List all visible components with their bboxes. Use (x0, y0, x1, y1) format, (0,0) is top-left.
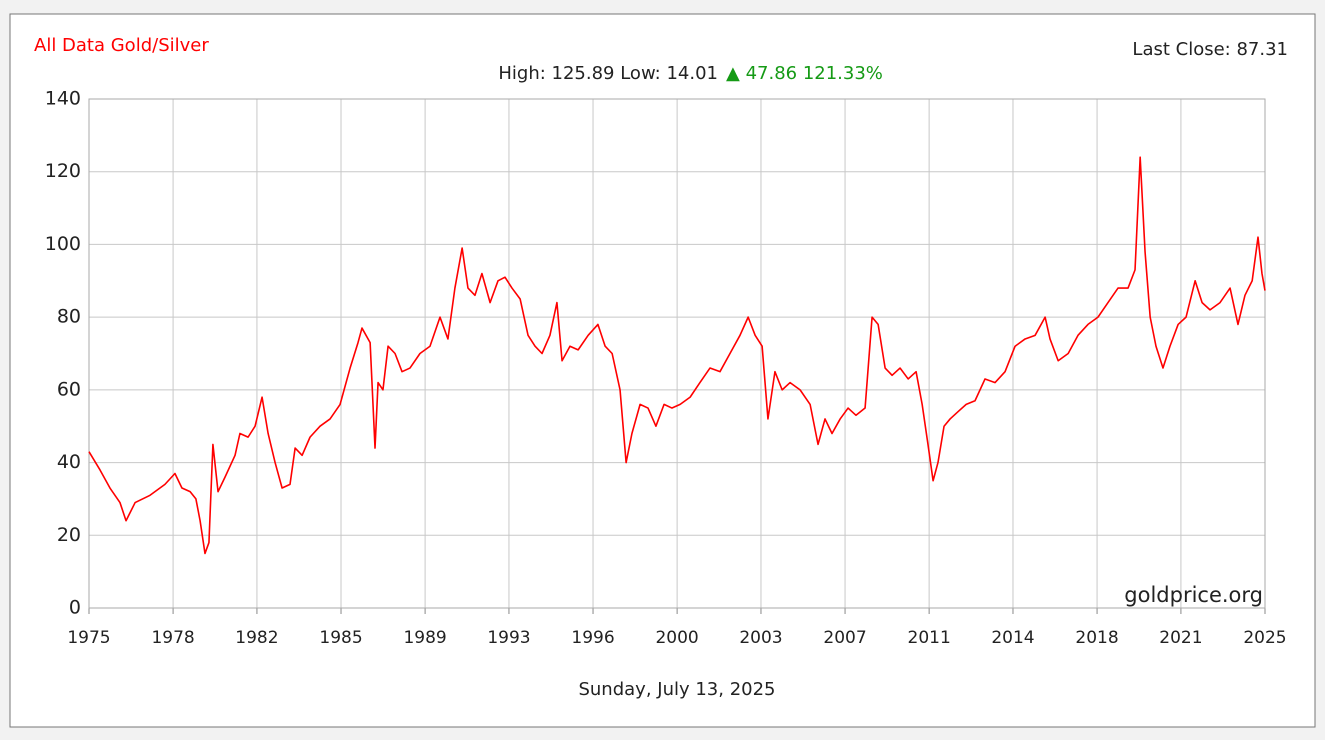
x-tick-label: 1985 (319, 628, 362, 648)
x-tick-label: 2018 (1075, 628, 1118, 648)
y-tick-label: 80 (57, 306, 81, 328)
x-tick-label: 2025 (1243, 628, 1286, 648)
x-tick-label: 2014 (991, 628, 1034, 648)
plot-border (88, 98, 1266, 609)
y-tick-label: 20 (57, 524, 81, 546)
x-tick-label: 1978 (151, 628, 194, 648)
x-tick-label: 1982 (235, 628, 278, 648)
x-tick-label: 1993 (487, 628, 530, 648)
y-tick-label: 100 (45, 233, 81, 255)
x-tick-label: 2007 (823, 628, 866, 648)
y-tick-label: 140 (45, 88, 81, 110)
y-tick-label: 60 (57, 378, 81, 400)
y-tick-label: 0 (69, 597, 81, 619)
x-tick-label: 2011 (908, 628, 951, 648)
y-tick-label: 120 (45, 160, 81, 182)
y-tick-label: 40 (57, 451, 81, 473)
last-close: Last Close: 87.31 (1132, 39, 1288, 60)
x-tick-label: 1975 (67, 628, 110, 648)
x-tick-label: 1989 (403, 628, 446, 648)
watermark: goldprice.org (1124, 583, 1263, 607)
x-tick-label: 1996 (571, 628, 614, 648)
chart-title: All Data Gold/Silver (34, 35, 209, 56)
x-tick-label: 2000 (655, 628, 698, 648)
date: Sunday, July 13, 2025 (578, 679, 775, 700)
subtitle: High: 125.89 Low: 14.01 (498, 63, 718, 84)
panel (9, 13, 1316, 728)
x-tick-label: 2003 (739, 628, 782, 648)
change: ▲ 47.86 121.33% (726, 63, 883, 84)
line (88, 156, 1266, 555)
x-tick-label: 2021 (1159, 628, 1202, 648)
